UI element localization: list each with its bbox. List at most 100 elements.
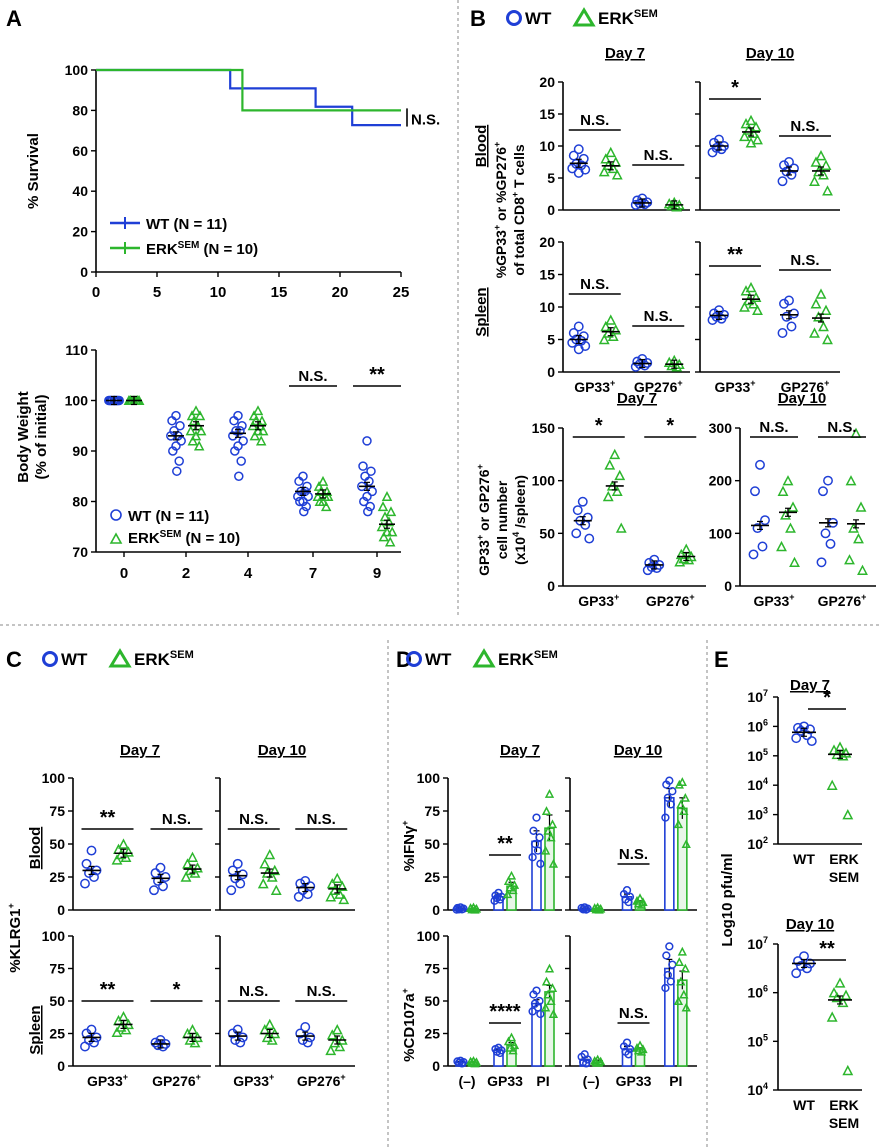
y-tick-label: 0: [57, 902, 65, 918]
x-tick-label: GP33: [616, 1073, 652, 1089]
data-point-wt: [358, 461, 368, 471]
data-point-erk: [189, 1036, 201, 1048]
data-point-wt: [572, 505, 583, 516]
significance-label: N.S.: [827, 419, 856, 436]
data-point-wt: [80, 1041, 90, 1052]
c-day7-header: Day 7: [120, 742, 160, 759]
x-tick-label: 10: [210, 284, 227, 301]
data-point-erk: [270, 884, 282, 895]
x-tick-label: GP33+: [753, 592, 794, 609]
data-point-wt: [536, 1009, 545, 1019]
data-point-wt: [579, 905, 588, 914]
significance-label: N.S.: [307, 983, 336, 1000]
chart-C-blood-day7: 0 25 50 75 100 ** N.S.: [42, 770, 211, 918]
data-point-wt: [805, 724, 815, 735]
d-ifng-ylabel: %IFNγ+: [400, 820, 418, 871]
x-tick-label: ERK: [829, 851, 859, 867]
x-tick-label: WT: [793, 1097, 815, 1113]
data-point-erk: [785, 522, 796, 533]
data-point-erk: [334, 1040, 346, 1052]
y-tick-label: 150: [532, 420, 556, 436]
data-point-erk: [505, 1042, 515, 1052]
data-point-erk: [840, 989, 852, 1000]
data-point-erk: [591, 1057, 601, 1067]
y-tick-label: 40: [72, 183, 88, 199]
chart-D-ifng-day7: 0 25 50 75 100 **: [417, 770, 562, 918]
data-point-wt: [228, 431, 238, 441]
data-point-wt: [235, 878, 246, 889]
data-point-wt: [237, 869, 248, 880]
data-point-wt: [825, 538, 836, 549]
data-point-wt: [750, 486, 760, 497]
data-point-erk: [502, 889, 513, 899]
data-point-erk: [787, 501, 799, 512]
x-tick-label: GP33+: [233, 1072, 274, 1089]
data-point-erk: [381, 526, 393, 537]
data-point-wt: [806, 736, 817, 747]
data-point-erk: [596, 1056, 606, 1066]
data-point-erk: [317, 475, 329, 486]
data-point-erk: [334, 888, 346, 899]
legend-erk-triangle: [572, 7, 596, 27]
data-point-wt: [236, 456, 246, 466]
data-point-wt: [642, 565, 653, 576]
data-point-erk: [508, 1045, 518, 1055]
data-point-wt: [149, 885, 159, 896]
significance-label: N.S.: [759, 419, 788, 436]
y-tick-label: 0: [547, 578, 555, 594]
data-point-wt: [235, 426, 245, 436]
y-tick-label: 50: [539, 525, 555, 541]
data-point-wt: [528, 1007, 537, 1016]
y-tick-label: 90: [72, 443, 88, 459]
data-point-erk: [594, 904, 604, 914]
data-point-wt: [665, 942, 674, 951]
data-point-wt: [662, 951, 671, 960]
data-point-wt: [230, 446, 240, 456]
data-point-wt: [294, 476, 304, 487]
data-point-erk: [322, 491, 334, 501]
data-point-wt: [639, 360, 650, 371]
x-tick-label: GP276+: [818, 592, 867, 609]
data-point-wt: [457, 905, 467, 914]
y-tick-label: 100: [709, 525, 733, 541]
y-tick-label: 104: [747, 776, 768, 793]
data-point-erk: [264, 1018, 276, 1030]
y-tick-label: 15: [539, 267, 555, 283]
legend-erk-triangle: [109, 532, 123, 544]
legend-wt-label: WT (N = 11): [146, 216, 227, 233]
data-point-erk: [673, 819, 684, 829]
data-point-erk: [544, 788, 555, 798]
data-point-wt: [582, 1059, 591, 1068]
data-point-erk: [188, 415, 200, 426]
chart-B-blood-day7: 0 5 10 15 20 N.S. N.S.: [539, 74, 690, 218]
data-point-wt: [495, 1048, 505, 1058]
data-point-wt: [668, 787, 677, 796]
data-point-erk: [673, 996, 684, 1005]
data-point-wt: [529, 990, 538, 999]
data-point-wt: [709, 137, 719, 148]
data-point-wt: [226, 885, 237, 896]
x-tick-label: SEM: [829, 869, 859, 885]
data-point-wt: [167, 415, 177, 426]
data-point-erk: [257, 877, 269, 889]
chart-bodyweight: 70 80 90 100 110 0 2 4 7 N.S. 9 **: [65, 342, 401, 582]
chart-B-count-day7: 0 50 100 150 * GP33+ * GP276+: [532, 415, 706, 609]
data-point-erk: [605, 146, 617, 158]
data-point-erk: [828, 987, 840, 998]
data-point-wt: [577, 903, 586, 913]
data-point-wt: [630, 199, 641, 210]
y-tick-label: 20: [539, 234, 555, 250]
x-tick-label: 9: [373, 565, 381, 582]
chart-B-count-day10: 0 100 200 300 N.S. GP33+ N.S. GP276+: [709, 419, 876, 609]
data-point-erk: [776, 540, 787, 552]
data-point-wt: [584, 533, 595, 544]
data-point-wt: [168, 446, 178, 456]
survival-ns-label: N.S.: [411, 111, 440, 128]
significance-label: *: [823, 687, 831, 709]
data-point-erk: [325, 1044, 337, 1056]
significance-label: N.S.: [239, 983, 268, 1000]
b-count-ylabel-line3: (x104 /spleen): [511, 475, 528, 565]
data-point-erk: [820, 304, 832, 315]
x-tick-label: GP33+: [87, 1072, 128, 1089]
significance-label: *: [666, 415, 674, 437]
